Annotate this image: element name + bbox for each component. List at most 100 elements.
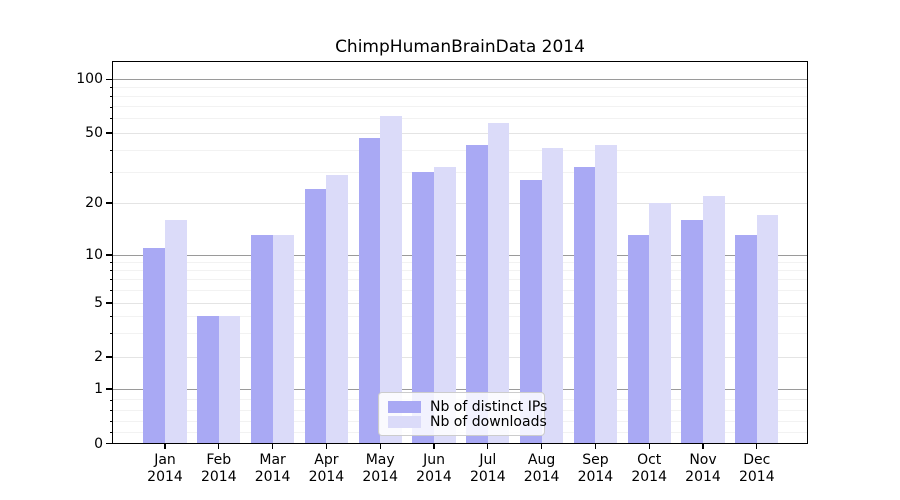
gridline-major — [112, 202, 808, 204]
gridline-minor — [112, 106, 808, 108]
x-tick — [702, 444, 704, 449]
x-tick — [648, 444, 650, 449]
y-minor-tick — [109, 399, 112, 401]
bar-downloads-nov — [703, 195, 725, 444]
x-tick-label-year: 2014 — [200, 468, 237, 485]
bar-ips-aug — [520, 180, 542, 444]
bar-downloads-jul — [487, 122, 510, 444]
bar-downloads-feb — [218, 316, 241, 444]
x-tick — [541, 444, 543, 449]
y-tick-label: 20 — [85, 195, 103, 211]
y-minor-tick — [109, 432, 112, 433]
y-minor-tick — [109, 118, 112, 120]
y-minor-tick — [109, 332, 112, 334]
y-major-tick — [106, 254, 112, 256]
y-tick-label: 0 — [94, 435, 103, 452]
legend-label-distinct-ips: Nb of distinct IPs — [430, 399, 548, 415]
bar-downloads-sep — [595, 144, 617, 444]
x-tick-label: Oct 2014 — [621, 452, 677, 485]
y-minor-tick — [109, 149, 112, 151]
gridline-major — [112, 356, 808, 358]
gridline-major — [112, 78, 808, 80]
y-minor-tick — [109, 270, 112, 271]
x-tick — [487, 444, 489, 449]
x-tick-label: Mar 2014 — [245, 452, 301, 485]
bar-ips-apr — [304, 189, 327, 444]
y-tick-label: 10 — [85, 247, 103, 263]
y-tick-label: 100 — [76, 71, 103, 88]
x-tick-label: May 2014 — [352, 452, 408, 485]
x-tick — [218, 444, 220, 449]
x-tick — [433, 444, 435, 449]
x-tick-label: Jan 2014 — [137, 452, 193, 485]
x-tick-label: Dec 2014 — [729, 452, 785, 485]
gridline-major — [112, 254, 808, 256]
x-tick-label: Jun 2014 — [406, 452, 462, 485]
y-minor-tick — [109, 279, 112, 281]
x-tick — [379, 444, 381, 449]
y-major-tick — [106, 442, 112, 445]
y-tick-label: 5 — [94, 295, 103, 311]
bar-ips-oct — [627, 235, 650, 444]
bar-ips-jul — [466, 144, 488, 444]
x-tick — [272, 444, 274, 449]
gridline-minor — [112, 279, 808, 281]
gridline-minor — [112, 86, 808, 88]
bar-ips-sep — [573, 167, 596, 444]
gridline-major — [112, 388, 808, 390]
y-tick-label: 2 — [94, 349, 103, 365]
bar-ips-mar — [251, 235, 273, 444]
y-major-tick — [106, 302, 112, 304]
x-tick-label-year: 2014 — [416, 468, 452, 485]
y-minor-tick — [109, 106, 112, 108]
x-tick-label-year: 2014 — [469, 468, 506, 485]
chart-title: ChimpHumanBrainData 2014 — [335, 37, 585, 57]
y-minor-tick — [109, 261, 112, 263]
bar-ips-dec — [735, 235, 757, 444]
y-minor-tick — [109, 96, 112, 97]
x-tick — [164, 444, 166, 449]
bar-ips-jun — [412, 172, 434, 444]
x-tick-label: Jul 2014 — [460, 452, 516, 485]
x-tick — [756, 444, 758, 449]
x-tick-label-year: 2014 — [523, 468, 560, 485]
y-tick-label: 1 — [94, 381, 103, 397]
x-tick-label-year: 2014 — [147, 468, 183, 485]
x-tick-label: Aug 2014 — [514, 452, 570, 485]
bar-ips-may — [358, 137, 381, 444]
bar-ips-nov — [681, 219, 703, 444]
gridline-minor — [112, 171, 808, 173]
x-tick-label-year: 2014 — [685, 468, 721, 485]
y-minor-tick — [109, 87, 112, 88]
x-tick-label-year: 2014 — [631, 468, 667, 485]
legend: Nb of distinct IPs Nb of downloads — [378, 392, 548, 436]
gridline-minor — [112, 315, 808, 317]
legend-label-downloads: Nb of downloads — [430, 414, 547, 430]
bar-downloads-jan — [165, 219, 187, 444]
y-major-tick — [106, 78, 112, 80]
gridline-major — [112, 132, 808, 134]
bar-downloads-jun — [434, 167, 456, 444]
y-major-tick — [106, 132, 112, 134]
legend-entry-downloads: Nb of downloads — [388, 414, 547, 430]
gridline-minor — [112, 96, 808, 98]
y-major-tick — [106, 202, 112, 204]
x-tick-label-year: 2014 — [362, 468, 398, 485]
bar-downloads-mar — [272, 235, 295, 444]
x-tick-label-year: 2014 — [254, 468, 291, 485]
bar-downloads-apr — [326, 174, 348, 444]
y-minor-tick — [109, 315, 112, 317]
gridline-major — [112, 302, 808, 304]
x-tick-label: Sep 2014 — [567, 452, 623, 485]
x-tick-label-year: 2014 — [738, 468, 775, 485]
gridline-minor — [112, 149, 808, 151]
y-minor-tick — [109, 289, 112, 291]
y-minor-tick — [109, 171, 112, 173]
gridline-minor — [112, 269, 808, 271]
x-tick-label-year: 2014 — [577, 468, 614, 485]
x-tick-label-year: 2014 — [308, 468, 345, 485]
y-tick-label: 50 — [85, 125, 103, 141]
x-tick — [325, 444, 327, 449]
y-major-tick — [106, 356, 112, 358]
